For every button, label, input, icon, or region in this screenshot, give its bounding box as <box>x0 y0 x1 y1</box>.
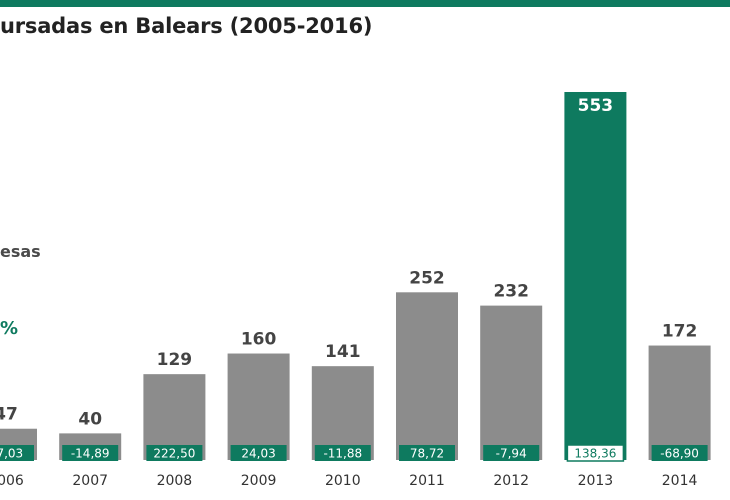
pct-badge-2007 <box>62 445 119 461</box>
bar-2013 <box>564 92 627 460</box>
pct-label-2014: -68,90 <box>660 447 699 461</box>
x-tick-label-2006: 2006 <box>0 473 24 489</box>
x-tick-label-2014: 2014 <box>662 473 698 489</box>
bar-value-label-2012: 232 <box>493 282 529 302</box>
pct-label-2010: -11,88 <box>323 447 362 461</box>
bar-value-label-2008: 129 <box>157 350 193 370</box>
x-tick-label-2011: 2011 <box>409 473 445 489</box>
bar-2014 <box>648 345 711 460</box>
pct-label-2006: 27,03 <box>0 447 23 461</box>
legend-values-label: esas <box>0 242 41 261</box>
pct-label-2013: 138,36 <box>574 447 616 461</box>
bar-value-label-2011: 252 <box>409 268 445 288</box>
bar-2012 <box>480 305 543 460</box>
pct-badge-2011 <box>399 445 455 461</box>
bar-value-label-2007: 40 <box>78 409 102 429</box>
top-rule <box>0 0 730 7</box>
x-tick-label-2007: 2007 <box>72 473 108 489</box>
pct-badge-2009 <box>230 445 287 461</box>
bar-value-label-2014: 172 <box>662 322 698 342</box>
pct-badge-2014 <box>651 445 708 461</box>
pct-badge-2010 <box>314 445 371 461</box>
pct-badge-2013 <box>566 444 625 462</box>
pct-label-2011: 78,72 <box>410 447 444 461</box>
x-tick-label-2009: 2009 <box>241 473 277 489</box>
pct-label-2012: -7,94 <box>496 447 527 461</box>
bar-value-label-2009: 160 <box>241 330 277 350</box>
pct-label-2009: 24,03 <box>241 447 275 461</box>
pct-label-2008: 222,50 <box>153 447 195 461</box>
legend-pct-label: % <box>0 318 19 339</box>
pct-badge-2006 <box>0 445 34 461</box>
bar-value-label-2006: 47 <box>0 405 18 425</box>
chart-title: ursadas en Balears (2005-2016) <box>0 14 373 38</box>
x-tick-label-2013: 2013 <box>578 473 614 489</box>
bar-2010 <box>311 366 374 460</box>
bar-2011 <box>396 292 458 460</box>
bar-value-label-2010: 141 <box>325 342 361 362</box>
bar-2009 <box>227 353 290 460</box>
bar-value-label-2013: 553 <box>578 96 614 116</box>
x-tick-label-2010: 2010 <box>325 473 361 489</box>
pct-badge-2008 <box>146 445 203 461</box>
x-tick-label-2012: 2012 <box>493 473 529 489</box>
x-tick-label-2008: 2008 <box>157 473 193 489</box>
pct-label-2007: -14,89 <box>71 447 110 461</box>
pct-badge-2012 <box>483 445 540 461</box>
